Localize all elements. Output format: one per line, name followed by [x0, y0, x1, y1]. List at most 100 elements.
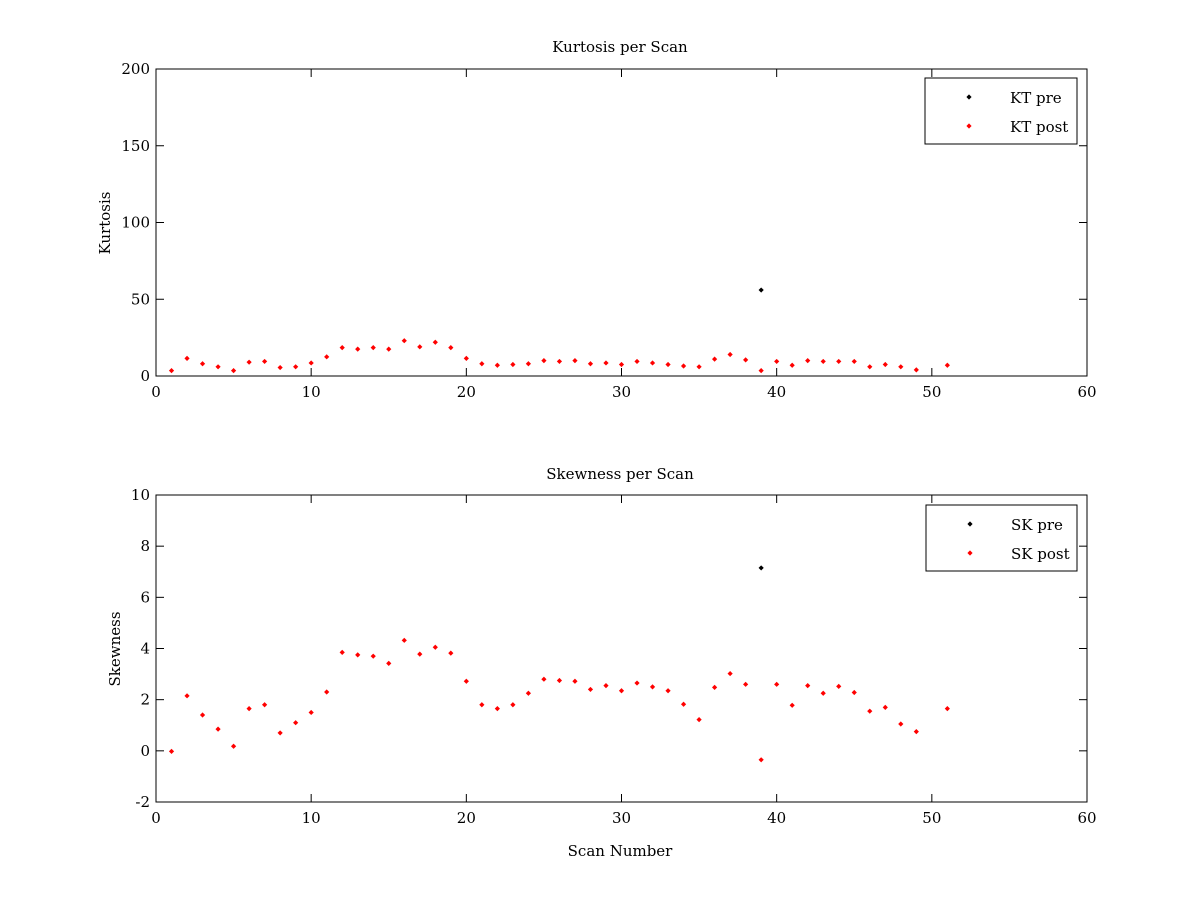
kurtosis-panel: Kurtosis per Scan 0 10 20 30 40 50 60 0 50 100 150…	[96, 38, 1097, 401]
data-point	[665, 361, 671, 368]
kurtosis-ylabel: Kurtosis	[96, 192, 114, 255]
data-point	[463, 355, 469, 361]
data-point	[665, 688, 671, 694]
x-tick-label: 10	[302, 809, 321, 827]
data-point	[882, 361, 888, 368]
x-tick-label: 20	[457, 809, 476, 827]
legend-marker	[966, 123, 972, 129]
x-tick-label: 40	[767, 809, 786, 827]
x-tick-label: 20	[457, 383, 476, 401]
data-point	[743, 681, 749, 687]
data-point	[572, 678, 578, 684]
data-point	[230, 743, 237, 749]
data-point	[913, 729, 919, 735]
data-point	[168, 368, 175, 374]
data-point	[215, 364, 221, 370]
legend-label: KT post	[1010, 118, 1068, 136]
data-point	[743, 357, 749, 363]
data-point	[510, 702, 516, 708]
data-point	[789, 702, 795, 708]
data-point	[696, 364, 702, 370]
data-point	[199, 361, 206, 367]
data-point	[882, 704, 888, 710]
data-point	[293, 364, 299, 370]
legend-label: SK pre	[1011, 516, 1063, 534]
skewness-ylabel: Skewness	[106, 611, 124, 686]
data-point	[448, 345, 454, 351]
data-point	[820, 358, 826, 365]
data-point	[386, 346, 392, 352]
data-point	[308, 709, 314, 716]
data-point	[355, 652, 361, 658]
data-point	[525, 690, 531, 696]
data-point	[448, 650, 454, 656]
data-point	[898, 364, 904, 370]
x-tick-label: 0	[151, 809, 161, 827]
data-point	[277, 730, 283, 736]
kurtosis-title: Kurtosis per Scan	[552, 38, 688, 56]
data-point	[556, 677, 563, 684]
data-point	[308, 360, 314, 366]
y-tick-label: 8	[140, 537, 150, 555]
data-point	[680, 363, 687, 369]
data-point	[494, 362, 500, 368]
data-point	[758, 757, 764, 763]
data-point	[324, 689, 330, 695]
data-point	[293, 720, 299, 726]
data-point	[789, 362, 795, 368]
y-tick-label: 0	[140, 367, 150, 385]
data-point	[851, 358, 857, 365]
data-point	[184, 693, 190, 699]
data-point	[727, 670, 733, 677]
data-point	[603, 682, 609, 689]
x-tick-label: 10	[302, 383, 321, 401]
data-point	[836, 358, 842, 365]
data-point	[712, 356, 718, 362]
data-point	[944, 362, 950, 368]
y-tick-label: 100	[121, 214, 150, 232]
x-tick-label: 0	[151, 383, 161, 401]
data-point	[727, 351, 733, 358]
data-point	[370, 653, 376, 659]
data-point	[913, 367, 919, 373]
data-point	[401, 637, 407, 643]
data-point	[634, 358, 640, 365]
data-point	[587, 361, 594, 367]
skewness-xlabel: Scan Number	[568, 842, 674, 860]
data-point	[277, 364, 283, 371]
data-point	[541, 676, 547, 682]
data-point	[898, 721, 904, 727]
data-point	[463, 678, 469, 684]
data-point	[758, 368, 764, 374]
legend-label: SK post	[1011, 545, 1070, 563]
data-point	[696, 717, 702, 723]
data-point	[386, 660, 392, 666]
data-point	[541, 358, 547, 364]
data-point	[618, 361, 625, 368]
data-point	[758, 565, 764, 571]
data-point	[479, 361, 485, 367]
data-point	[680, 701, 687, 707]
data-point	[432, 644, 438, 650]
x-tick-label: 30	[612, 383, 631, 401]
kurtosis-plot-area: 0 10 20 30 40 50 60 0 50 100 150 200 KT pre KT post	[121, 60, 1096, 401]
y-tick-label: -2	[135, 793, 150, 811]
y-tick-label: 2	[140, 691, 150, 709]
data-point	[603, 360, 609, 366]
legend-box	[924, 77, 1078, 145]
data-point	[230, 368, 237, 374]
skewness-panel: Skewness per Scan 0 10 20 30 40 50 60-20246810…	[106, 465, 1097, 860]
x-tick-label: 30	[612, 809, 631, 827]
skewness-title: Skewness per Scan	[546, 465, 694, 483]
data-point	[712, 684, 718, 690]
data-point	[851, 689, 857, 696]
data-point	[820, 690, 826, 696]
data-point	[510, 361, 516, 368]
data-point	[262, 358, 268, 365]
data-point	[246, 706, 252, 712]
data-point	[758, 287, 764, 293]
data-point	[618, 688, 625, 694]
y-tick-label: 6	[140, 588, 150, 606]
data-point	[324, 354, 330, 360]
